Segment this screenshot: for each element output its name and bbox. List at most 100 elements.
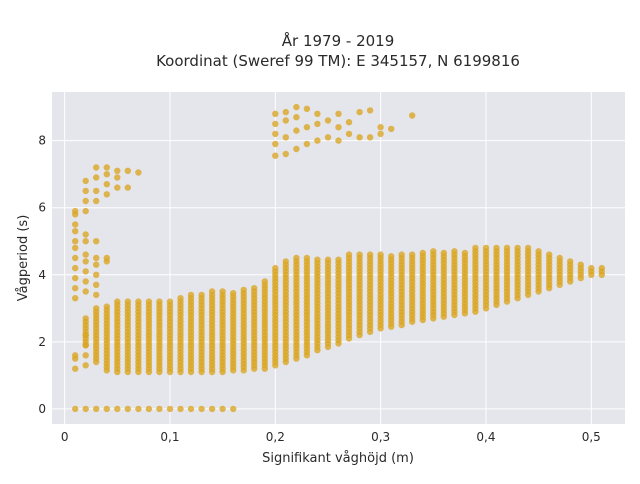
data-point	[272, 130, 279, 138]
data-point	[293, 103, 300, 111]
data-point	[135, 298, 142, 305]
data-point	[72, 264, 79, 272]
data-point	[282, 150, 289, 158]
data-point	[82, 231, 89, 238]
data-point	[546, 251, 553, 258]
data-point	[72, 274, 79, 282]
data-point	[356, 134, 363, 141]
data-point	[461, 249, 469, 257]
data-point	[314, 120, 321, 128]
data-point	[208, 405, 216, 413]
data-point	[82, 268, 89, 275]
data-point	[314, 256, 321, 263]
data-point	[124, 298, 131, 305]
data-point	[72, 405, 79, 413]
data-point	[482, 244, 490, 252]
data-point	[388, 253, 395, 260]
data-point	[219, 288, 226, 295]
data-point	[451, 248, 458, 255]
data-point	[303, 254, 311, 262]
x-tick-label: 0	[61, 430, 69, 444]
data-point	[103, 191, 111, 198]
data-point	[208, 288, 216, 295]
data-point	[72, 365, 79, 372]
data-point	[177, 295, 184, 302]
data-point	[272, 140, 279, 148]
data-point	[166, 298, 174, 305]
data-point	[324, 256, 332, 263]
data-point	[156, 405, 163, 413]
chart-title-line2: Koordinat (Sweref 99 TM): E 345157, N 61…	[156, 52, 520, 70]
data-point	[303, 124, 311, 131]
data-point	[93, 164, 100, 171]
x-axis-label: Signifikant våghöjd (m)	[262, 451, 414, 466]
data-point	[293, 145, 300, 153]
data-point	[124, 167, 131, 174]
data-point	[272, 110, 279, 118]
data-point	[198, 405, 205, 413]
data-point	[93, 305, 100, 312]
data-point	[366, 107, 374, 114]
data-point	[366, 251, 374, 258]
data-point	[93, 271, 100, 278]
data-point	[72, 207, 79, 215]
data-point	[503, 244, 511, 252]
x-tick-label: 0,5	[582, 430, 601, 444]
data-point	[303, 105, 311, 113]
data-point	[409, 112, 416, 119]
data-point	[103, 303, 111, 310]
data-point	[324, 134, 332, 141]
data-point	[440, 249, 447, 257]
data-point	[72, 295, 79, 302]
data-point	[82, 238, 89, 245]
data-point	[82, 315, 89, 322]
data-point	[72, 352, 79, 359]
y-tick-label: 4	[38, 268, 46, 282]
data-point	[124, 184, 131, 191]
y-axis-ticks: 0 2 4 6 8	[38, 134, 46, 416]
data-point	[93, 187, 100, 195]
chart-title-line1: År 1979 - 2019	[282, 31, 395, 50]
data-point	[198, 291, 205, 299]
data-point	[314, 137, 321, 144]
data-point	[598, 264, 605, 272]
data-point	[514, 244, 521, 252]
data-point	[282, 134, 289, 141]
data-point	[187, 405, 195, 413]
data-point	[82, 258, 89, 265]
data-point	[72, 228, 79, 235]
data-point	[293, 127, 300, 134]
data-point	[324, 117, 332, 124]
data-point	[345, 119, 353, 126]
data-point	[293, 114, 300, 121]
data-point	[166, 405, 174, 413]
data-point	[103, 254, 111, 262]
x-tick-label: 0,1	[160, 430, 179, 444]
data-point	[567, 258, 574, 265]
data-point	[103, 171, 111, 178]
data-point	[377, 251, 384, 258]
data-point	[314, 110, 321, 118]
data-point	[524, 244, 532, 252]
data-point	[82, 405, 89, 413]
data-point	[114, 167, 121, 174]
data-point	[135, 405, 142, 413]
data-point	[93, 261, 100, 268]
data-point	[335, 137, 342, 144]
data-point	[335, 256, 342, 263]
data-point	[114, 405, 121, 413]
data-point	[335, 110, 342, 118]
data-point	[377, 130, 384, 138]
data-point	[82, 288, 89, 295]
y-axis-label: Vågperiod (s)	[16, 215, 31, 302]
data-point	[103, 405, 111, 413]
data-point	[293, 254, 300, 262]
data-point	[345, 130, 353, 138]
data-point	[272, 264, 279, 272]
data-point	[251, 285, 258, 292]
data-point	[356, 251, 363, 258]
x-tick-label: 0,2	[266, 430, 285, 444]
data-point	[82, 278, 89, 285]
data-point	[82, 187, 89, 195]
data-point	[472, 244, 479, 252]
